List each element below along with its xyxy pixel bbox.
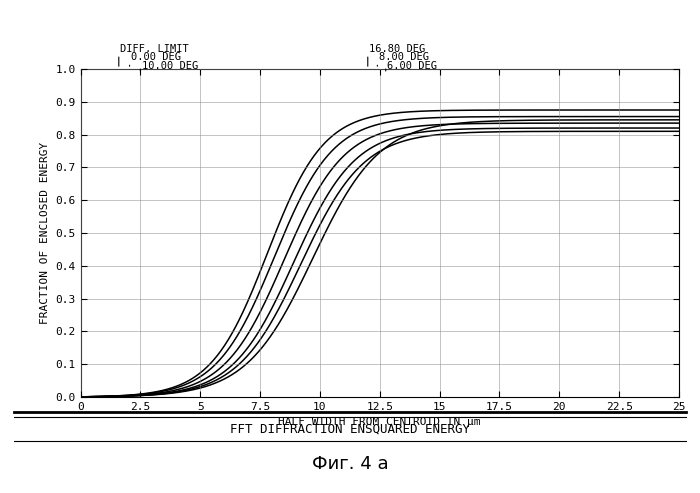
Text: Фиг. 4 a: Фиг. 4 a bbox=[312, 455, 388, 473]
Text: DIFF. LIMIT: DIFF. LIMIT bbox=[120, 44, 189, 54]
Text: 6.00 DEG: 6.00 DEG bbox=[387, 61, 437, 71]
X-axis label: HALF WIDTH FROM CENTROID IN μm: HALF WIDTH FROM CENTROID IN μm bbox=[279, 417, 481, 427]
Text: 8.00 DEG: 8.00 DEG bbox=[379, 52, 428, 63]
Text: 0.00 DEG: 0.00 DEG bbox=[131, 52, 181, 63]
Text: 10.00 DEG: 10.00 DEG bbox=[141, 61, 198, 71]
Y-axis label: FRACTION OF ENCLOSED ENERGY: FRACTION OF ENCLOSED ENERGY bbox=[40, 142, 50, 324]
Text: 16.80 DEG: 16.80 DEG bbox=[369, 44, 425, 54]
Text: FFT DIFFRACTION ENSQUARED ENERGY: FFT DIFFRACTION ENSQUARED ENERGY bbox=[230, 423, 470, 435]
